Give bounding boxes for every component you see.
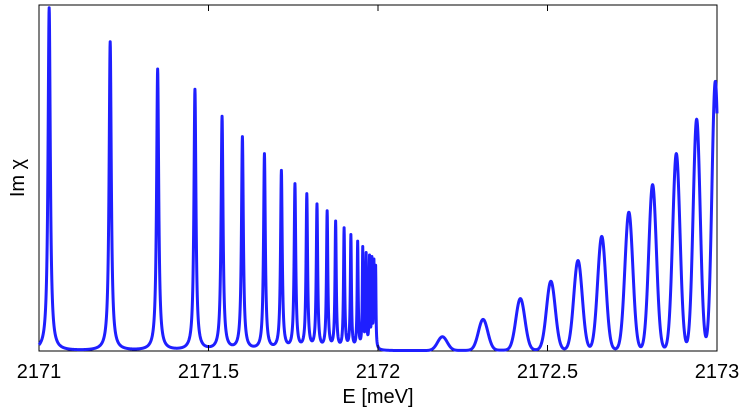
y-axis-label: Im χ	[7, 158, 29, 197]
x-tick-label: 2172	[356, 361, 401, 383]
x-axis-label: E [meV]	[342, 386, 413, 408]
x-tick-label: 2171	[17, 361, 62, 383]
x-tick-label: 2172.5	[517, 361, 578, 383]
x-tick-label: 2171.5	[178, 361, 239, 383]
plot-area	[38, 4, 718, 352]
x-ticks: 2171 2171.5 2172 2172.5 2173	[17, 5, 740, 383]
x-tick-label: 2173	[695, 361, 740, 383]
